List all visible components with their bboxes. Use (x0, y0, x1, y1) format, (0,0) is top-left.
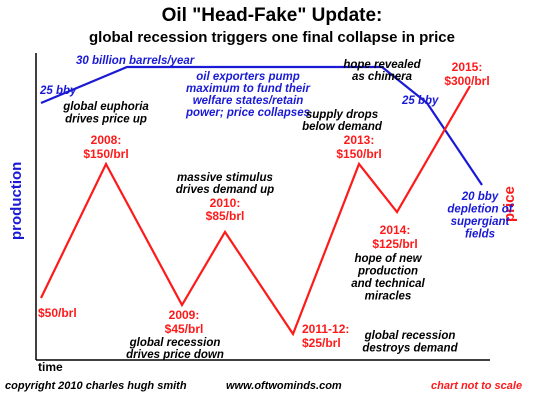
annotation-a_recession1-line-0: global recession (129, 337, 221, 349)
annotation-a_recession2: global recession destroys demand (362, 330, 458, 355)
annotation-a_recession2-line-1: destroys demand (362, 343, 458, 355)
price-label-l50-line-0: $50/brl (38, 306, 77, 320)
price-label-l2008: 2008: $150/brl (83, 133, 128, 161)
annotation-a_supply-line-1: below demand (302, 121, 383, 133)
annotation-a_recession1: global recession drives price down (126, 337, 224, 361)
annotation-a_stimulus-line-1: drives demand up (176, 184, 274, 196)
annotation-a_euphoria-line-0: global euphoria (62, 101, 149, 113)
series-line-production (40, 65, 483, 186)
annotation-a_tech-line-1: production (357, 266, 418, 278)
footer-copyright: copyright 2010 charles hugh smith (5, 380, 187, 392)
label-layer: 25 bby 30 billion barrels/year 25 bby 20 bb… (38, 55, 514, 361)
annotation-a_stimulus-line-0: massive stimulus (177, 172, 273, 184)
annotation-a_tech-line-3: miracles (365, 291, 412, 303)
series-layer (40, 65, 483, 337)
annotation-a_hope-line-0: hope revealed (343, 59, 421, 71)
price-label-l2008-line-0: 2008: (91, 133, 122, 147)
annotation-a_exporters: oil exporters pump maximum to fund their w… (185, 71, 310, 119)
production-label-p30: 30 billion barrels/year (76, 55, 195, 67)
price-label-l2010: 2010: $85/brl (206, 196, 245, 223)
price-label-l2015-line-0: 2015: (452, 60, 483, 74)
chart-subtitle: global recession triggers one final coll… (89, 29, 455, 46)
annotation-a_exporters-line-2: welfare states/retain (193, 95, 304, 107)
annotation-a_exporters-line-3: power; price collapses (185, 107, 310, 119)
annotation-a_hope: hope revealed as chimera (343, 59, 421, 83)
series-line-price (40, 85, 471, 337)
price-label-l2011-line-0: 2011-12: (302, 322, 349, 336)
y-axis-label-production: production (8, 162, 25, 240)
annotation-a_exporters-line-0: oil exporters pump (196, 71, 300, 83)
price-label-l50: $50/brl (38, 306, 77, 320)
production-label-p20-line-1: depletion of (447, 204, 513, 216)
price-label-l2010-line-1: $85/brl (206, 209, 245, 223)
x-axis-label-time: time (38, 360, 63, 374)
annotation-a_supply-line-0: supply drops (306, 109, 378, 121)
price-label-l2011: 2011-12: $25/brl (302, 322, 349, 350)
price-label-l2009-line-0: 2009: (169, 308, 200, 322)
price-label-l2013-line-0: 2013: (344, 133, 375, 147)
production-label-p25end-line-0: 25 bby (401, 95, 439, 107)
annotation-a_tech-line-0: hope of new (354, 253, 422, 265)
production-label-p25start: 25 bby (39, 85, 77, 97)
price-label-l2008-line-1: $150/brl (83, 147, 128, 161)
annotation-a_euphoria-line-1: drives price up (65, 114, 147, 126)
production-label-p25end: 25 bby (401, 95, 439, 107)
price-label-l2015-line-1: $300/brl (444, 74, 489, 88)
footer-not-to-scale: chart not to scale (431, 380, 522, 392)
price-label-l2009: 2009: $45/brl (165, 308, 204, 336)
price-label-l2014-line-0: 2014: (380, 223, 411, 237)
production-label-p20-line-0: 20 bby (461, 191, 499, 203)
annotation-a_tech-line-2: and technical (351, 278, 425, 290)
footer-website: www.oftwominds.com (226, 380, 342, 392)
price-label-l2013-line-1: $150/brl (336, 147, 381, 161)
price-label-l2015: 2015: $300/brl (444, 60, 489, 88)
annotation-a_supply: supply drops below demand (302, 109, 383, 133)
production-label-p20-line-3: fields (465, 229, 495, 241)
y-axis-label-price: price (501, 186, 518, 222)
annotation-a_recession1-line-1: drives price down (126, 349, 224, 361)
annotation-a_tech: hope of new production and technical miracl… (351, 253, 425, 303)
annotation-a_euphoria: global euphoria drives price up (62, 101, 149, 126)
price-label-l2010-line-0: 2010: (210, 196, 241, 210)
production-label-p25start-line-0: 25 bby (39, 85, 77, 97)
production-label-p20-line-2: supergiant (451, 216, 511, 228)
price-label-l2009-line-1: $45/brl (165, 322, 204, 336)
chart-title: Oil "Head-Fake" Update: (162, 5, 383, 26)
annotation-a_hope-line-1: as chimera (352, 71, 413, 83)
production-label-p30-line-0: 30 billion barrels/year (76, 55, 195, 67)
price-label-l2013: 2013: $150/brl (336, 133, 381, 161)
price-label-l2014-line-1: $125/brl (372, 237, 417, 251)
price-label-l2014: 2014: $125/brl (372, 223, 417, 251)
price-label-l2011-line-1: $25/brl (302, 336, 341, 350)
annotation-a_exporters-line-1: maximum to fund their (186, 83, 310, 95)
annotation-a_recession2-line-0: global recession (364, 330, 456, 342)
annotation-a_stimulus: massive stimulus drives demand up (176, 172, 274, 196)
production-label-p20: 20 bby depletion of supergiant fields (447, 191, 513, 241)
